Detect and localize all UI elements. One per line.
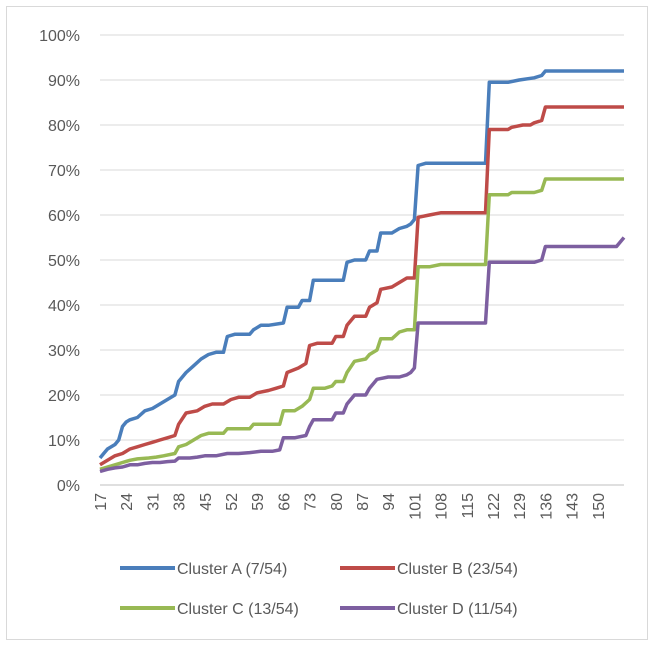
x-tick-label: 101 xyxy=(407,493,424,520)
y-tick-label: 60% xyxy=(48,208,80,225)
x-tick-label: 115 xyxy=(460,493,477,519)
legend-label: Cluster C (13/54) xyxy=(177,601,299,618)
y-tick-label: 10% xyxy=(48,433,80,450)
x-tick-label: 94 xyxy=(381,493,398,511)
x-tick-label: 129 xyxy=(512,493,529,520)
x-tick-label: 38 xyxy=(172,493,189,511)
series-line-c xyxy=(99,177,624,471)
series-lines xyxy=(98,69,626,474)
x-tick-label: 66 xyxy=(276,493,293,511)
y-tick-label: 100% xyxy=(39,28,80,45)
x-tick-label: 150 xyxy=(591,493,608,520)
x-axis-tick-labels: 17 24 31 38 45 52 59 66 73 80 87 94 101 108 115 122 129 1… xyxy=(93,493,608,520)
x-tick-label: 122 xyxy=(486,493,503,520)
y-tick-label: 80% xyxy=(48,118,80,135)
y-tick-label: 30% xyxy=(48,343,80,360)
y-tick-label: 20% xyxy=(48,388,80,405)
y-tick-label: 70% xyxy=(48,163,80,180)
legend: Cluster A (7/54) Cluster B (23/54) Cluster… xyxy=(120,561,518,618)
series-line-b xyxy=(99,105,624,467)
x-tick-label: 59 xyxy=(250,493,267,511)
x-tick-label: 108 xyxy=(434,493,451,520)
legend-label: Cluster A (7/54) xyxy=(177,561,287,578)
y-axis-tick-labels: 0% 10% 20% 30% 40% 50% 60% 70% 80% 90% 100% xyxy=(39,28,80,495)
x-tick-label: 80 xyxy=(329,493,346,511)
x-tick-label: 45 xyxy=(198,493,215,511)
chart-frame xyxy=(6,6,648,640)
x-tick-label: 73 xyxy=(303,493,320,511)
series-line-d xyxy=(99,236,626,474)
y-tick-label: 90% xyxy=(48,73,80,90)
series-line-a xyxy=(98,69,624,460)
x-tick-label: 136 xyxy=(538,493,555,520)
x-tick-label: 31 xyxy=(145,493,162,511)
legend-label: Cluster D (11/54) xyxy=(397,601,518,618)
y-tick-label: 40% xyxy=(48,298,80,315)
y-tick-label: 0% xyxy=(57,478,80,495)
legend-label: Cluster B (23/54) xyxy=(397,561,518,578)
x-tick-label: 17 xyxy=(93,493,110,511)
x-tick-label: 24 xyxy=(119,493,136,511)
x-tick-label: 143 xyxy=(565,493,582,520)
x-tick-label: 52 xyxy=(224,493,241,511)
y-tick-label: 50% xyxy=(48,253,80,270)
x-tick-label: 87 xyxy=(355,493,372,511)
